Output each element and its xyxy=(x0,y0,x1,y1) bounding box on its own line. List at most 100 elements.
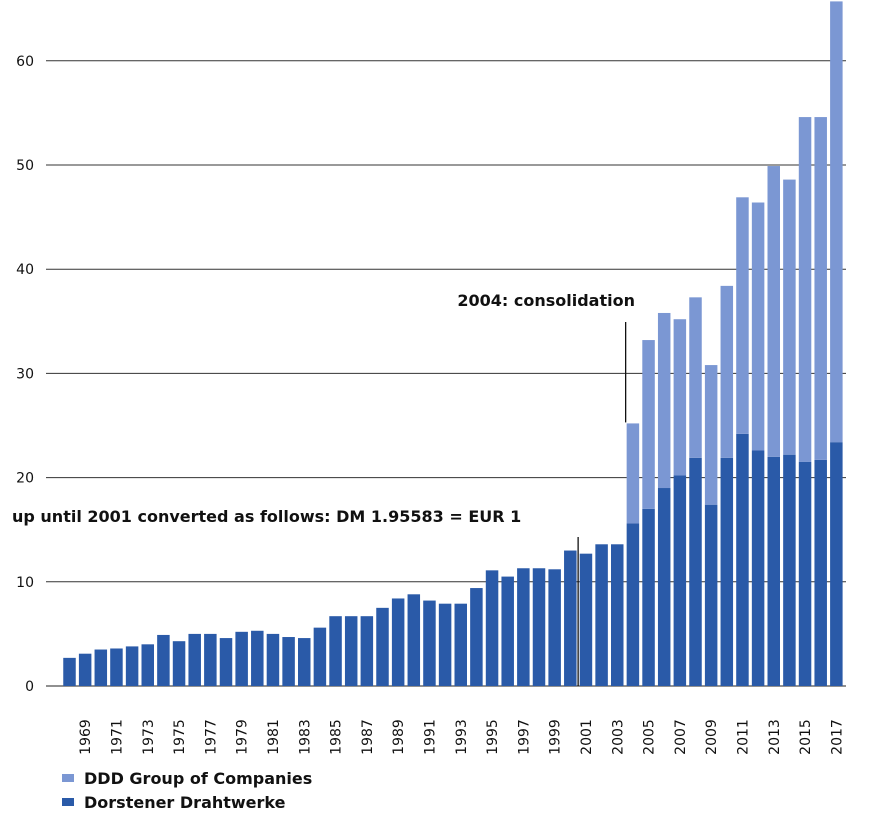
bar-dorstener-2006 xyxy=(658,488,671,686)
bar-dorstener-2016 xyxy=(814,460,827,686)
bar-dorstener-1985 xyxy=(329,616,342,686)
y-tick-label-10: 10 xyxy=(16,575,34,591)
bar-dorstener-2005 xyxy=(642,509,655,686)
chart: 0 10 20 30 40 50 60 1969 1971 1973 1975 1977 1979 198… xyxy=(0,0,877,760)
legend-label-ddd: DDD Group of Companies xyxy=(84,769,312,788)
x-tick-label-2001: 2001 xyxy=(579,719,595,755)
bar-dorstener-2011 xyxy=(736,434,749,686)
bar-dorstener-1971 xyxy=(110,648,123,686)
bar-dorstener-1986 xyxy=(345,616,358,686)
x-tick-label-1985: 1985 xyxy=(329,719,345,755)
legend-swatch-ddd xyxy=(62,774,74,782)
bar-dorstener-1977 xyxy=(204,634,217,686)
bars xyxy=(63,1,842,686)
x-tick-label-2009: 2009 xyxy=(704,719,720,755)
bar-dorstener-2001 xyxy=(580,554,593,686)
x-tick-label-1999: 1999 xyxy=(548,719,564,755)
x-tick-label-1997: 1997 xyxy=(516,719,532,755)
x-tick-label-2013: 2013 xyxy=(767,719,783,755)
bar-dorstener-2015 xyxy=(799,462,812,686)
bar-ddd-2013 xyxy=(768,166,781,457)
annotation-consolidation: 2004: consolidation xyxy=(457,291,635,310)
legend-item-dorstener: Dorstener Drahtwerke xyxy=(60,790,312,814)
y-tick-label-30: 30 xyxy=(16,366,34,382)
bar-dorstener-1969 xyxy=(79,654,92,686)
x-tick-label-1975: 1975 xyxy=(172,719,188,755)
bar-dorstener-1981 xyxy=(267,634,280,686)
y-tick-label-60: 60 xyxy=(16,54,34,70)
bar-ddd-2012 xyxy=(752,203,765,451)
x-tick-label-1973: 1973 xyxy=(141,719,157,755)
x-tick-label-1979: 1979 xyxy=(235,719,251,755)
bar-dorstener-1980 xyxy=(251,631,263,686)
bar-dorstener-1995 xyxy=(486,570,499,686)
bar-dorstener-2002 xyxy=(595,544,608,686)
x-tick-label-1969: 1969 xyxy=(78,719,94,755)
x-tick-label-2005: 2005 xyxy=(642,719,658,755)
bar-dorstener-1999 xyxy=(548,569,561,686)
legend-item-ddd: DDD Group of Companies xyxy=(60,766,312,790)
bar-dorstener-1991 xyxy=(423,601,436,686)
bar-dorstener-2000 xyxy=(564,551,577,686)
x-tick-label-1987: 1987 xyxy=(360,719,376,755)
bar-dorstener-1974 xyxy=(157,635,170,686)
bar-ddd-2011 xyxy=(736,197,749,434)
bar-dorstener-2013 xyxy=(768,457,781,686)
x-tick-label-1989: 1989 xyxy=(391,719,407,755)
x-tick-label-1977: 1977 xyxy=(203,719,219,755)
bar-dorstener-1982 xyxy=(282,637,295,686)
bar-dorstener-1970 xyxy=(95,650,108,686)
bar-ddd-2014 xyxy=(783,180,796,455)
x-tick-label-2003: 2003 xyxy=(610,719,626,755)
bar-dorstener-2017 xyxy=(830,442,843,686)
bar-dorstener-1968 xyxy=(63,658,76,686)
x-tick-label-2011: 2011 xyxy=(735,719,751,755)
bar-ddd-2016 xyxy=(814,117,827,460)
bar-dorstener-1976 xyxy=(188,634,201,686)
bar-dorstener-2009 xyxy=(705,505,718,686)
x-tick-label-1995: 1995 xyxy=(485,719,501,755)
legend-label-dorstener: Dorstener Drahtwerke xyxy=(84,793,285,812)
bar-dorstener-1998 xyxy=(533,568,546,686)
bar-dorstener-1984 xyxy=(314,628,327,686)
bar-dorstener-1990 xyxy=(408,594,421,686)
annotation-conversion: up until 2001 converted as follows: DM 1… xyxy=(12,507,521,526)
bar-dorstener-1983 xyxy=(298,638,311,686)
bar-ddd-2015 xyxy=(799,117,812,462)
y-tick-label-20: 20 xyxy=(16,471,34,487)
x-tick-label-2017: 2017 xyxy=(829,719,845,755)
x-tick-label-1971: 1971 xyxy=(109,719,125,755)
bar-ddd-2004 xyxy=(627,423,640,523)
bar-dorstener-2003 xyxy=(611,544,624,686)
y-tick-label-0: 0 xyxy=(25,679,34,695)
bar-dorstener-1989 xyxy=(392,598,405,686)
bar-dorstener-2007 xyxy=(674,476,687,686)
bar-dorstener-2008 xyxy=(689,458,702,686)
bar-ddd-2007 xyxy=(674,319,687,475)
x-tick-label-2007: 2007 xyxy=(673,719,689,755)
bar-dorstener-1979 xyxy=(235,632,248,686)
bar-dorstener-1978 xyxy=(220,638,233,686)
bar-dorstener-2014 xyxy=(783,455,796,686)
legend: DDD Group of Companies Dorstener Drahtwe… xyxy=(60,766,312,814)
bar-dorstener-1972 xyxy=(126,646,139,686)
bar-dorstener-1994 xyxy=(470,588,483,686)
y-tick-label-50: 50 xyxy=(16,158,34,174)
bar-dorstener-1973 xyxy=(142,644,155,686)
bar-ddd-2017 xyxy=(830,1,843,442)
y-tick-label-40: 40 xyxy=(16,262,34,278)
x-tick-label-1991: 1991 xyxy=(422,719,438,755)
x-tick-label-1983: 1983 xyxy=(297,719,313,755)
bar-dorstener-1988 xyxy=(376,608,389,686)
bar-ddd-2009 xyxy=(705,365,718,505)
x-tick-label-1993: 1993 xyxy=(454,719,470,755)
bar-ddd-2010 xyxy=(721,286,734,458)
bar-ddd-2006 xyxy=(658,313,671,488)
legend-swatch-dorstener xyxy=(62,798,74,806)
x-tick-label-2015: 2015 xyxy=(798,719,814,755)
bar-dorstener-1987 xyxy=(361,616,374,686)
x-tick-label-1981: 1981 xyxy=(266,719,282,755)
bar-dorstener-1975 xyxy=(173,641,186,686)
bar-dorstener-2012 xyxy=(752,451,765,686)
bar-dorstener-1996 xyxy=(501,577,514,686)
